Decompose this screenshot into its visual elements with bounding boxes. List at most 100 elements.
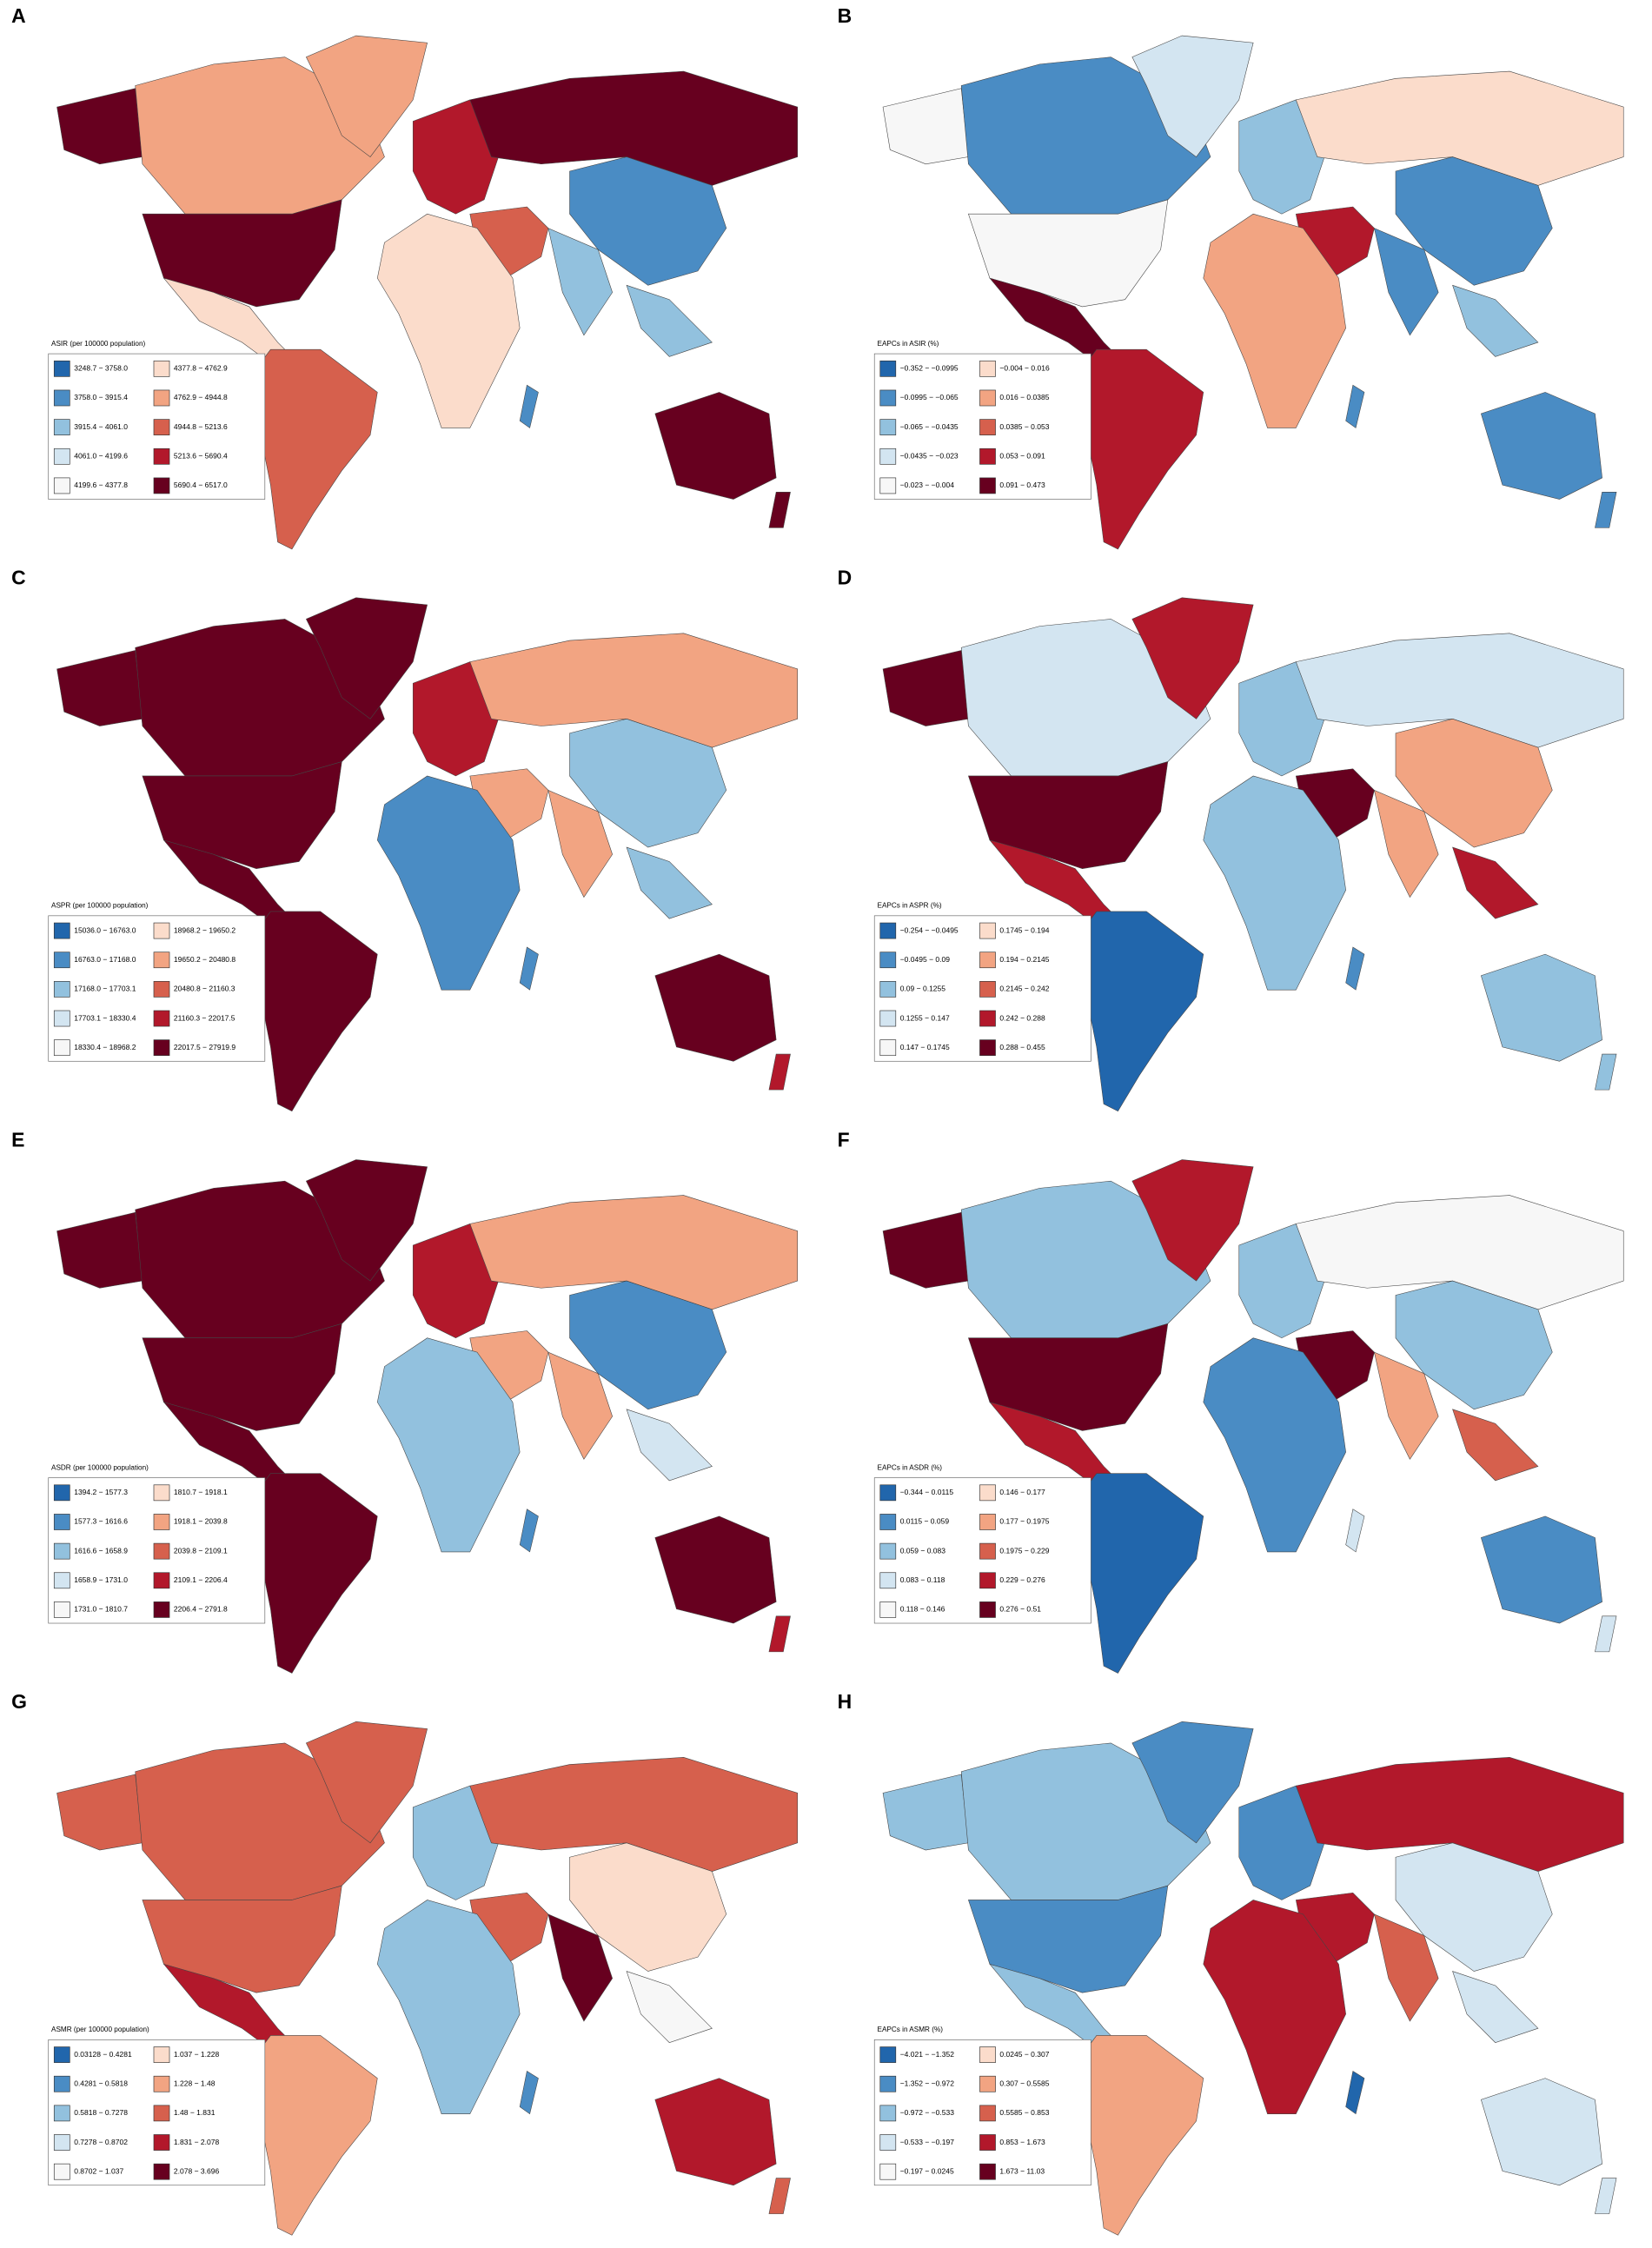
country-region bbox=[135, 1180, 385, 1339]
legend-swatch bbox=[879, 981, 897, 998]
legend-swatch bbox=[979, 2075, 996, 2092]
legend-swatch bbox=[979, 1010, 996, 1027]
legend-swatch bbox=[53, 1572, 70, 1589]
legend-label: 0.242 − 0.288 bbox=[999, 1013, 1045, 1022]
country-region bbox=[960, 1742, 1211, 1900]
country-region bbox=[768, 1615, 791, 1653]
legend-label: −0.065 − −0.0435 bbox=[900, 422, 959, 431]
country-region bbox=[1480, 1515, 1602, 1624]
legend-swatch bbox=[879, 2134, 897, 2151]
legend-title: EAPCs in ASDR (%) bbox=[877, 1463, 942, 1471]
legend-label: 2.078 − 3.696 bbox=[174, 2166, 220, 2175]
legend-swatch bbox=[53, 389, 70, 407]
legend-label: 0.118 − 0.146 bbox=[900, 1605, 945, 1614]
legend-label: 0.147 − 0.1745 bbox=[900, 1043, 950, 1051]
legend-label: 0.2145 − 0.242 bbox=[999, 985, 1049, 993]
legend-swatch bbox=[879, 2163, 897, 2180]
country-region bbox=[1452, 846, 1539, 919]
legend-swatch bbox=[979, 1039, 996, 1057]
legend-label: 0.03128 − 0.4281 bbox=[74, 2050, 132, 2059]
legend-swatch bbox=[153, 2163, 170, 2180]
legend-swatch bbox=[53, 922, 70, 939]
legend-label: 1.228 − 1.48 bbox=[174, 2079, 216, 2087]
legend-swatch bbox=[153, 477, 170, 494]
country-region bbox=[1374, 789, 1439, 899]
legend-swatch bbox=[53, 1010, 70, 1027]
country-region bbox=[1395, 156, 1553, 286]
country-region bbox=[626, 846, 713, 919]
legend-swatch bbox=[879, 1572, 897, 1589]
legend-swatch bbox=[979, 952, 996, 969]
legend-label: 1.48 − 1.831 bbox=[174, 2108, 216, 2117]
legend-label: 15036.0 − 16763.0 bbox=[74, 925, 136, 934]
legend-label: 0.0245 − 0.307 bbox=[999, 2050, 1049, 2059]
legend-label: 2039.8 − 2109.1 bbox=[174, 1546, 228, 1555]
legend-label: 1.037 − 1.228 bbox=[174, 2050, 220, 2059]
legend-label: 1.673 − 11.03 bbox=[999, 2166, 1045, 2175]
legend-label: 0.1255 − 0.147 bbox=[900, 1013, 950, 1022]
country-region bbox=[249, 348, 378, 550]
country-region bbox=[768, 1053, 791, 1091]
legend-swatch bbox=[879, 1542, 897, 1560]
legend-label: 0.5585 − 0.853 bbox=[999, 2108, 1049, 2117]
country-region bbox=[654, 392, 777, 500]
country-region bbox=[1395, 1280, 1553, 1410]
legend-swatch bbox=[979, 981, 996, 998]
country-region bbox=[305, 1721, 428, 1844]
legend-swatch bbox=[879, 952, 897, 969]
legend-swatch bbox=[53, 1039, 70, 1057]
legend-swatch bbox=[53, 981, 70, 998]
legend-label: 1577.3 − 1616.6 bbox=[74, 1517, 128, 1526]
panel-label: D bbox=[838, 566, 853, 588]
legend-label: 18968.2 − 19650.2 bbox=[174, 925, 236, 934]
country-region bbox=[135, 1742, 385, 1900]
legend-label: 0.053 − 0.091 bbox=[999, 452, 1045, 461]
legend-label: 22017.5 − 27919.9 bbox=[174, 1043, 236, 1051]
country-region bbox=[1295, 633, 1624, 748]
country-region bbox=[1374, 1351, 1439, 1460]
country-region bbox=[376, 775, 521, 991]
legend-label: 19650.2 − 20480.8 bbox=[174, 955, 236, 964]
legend-swatch bbox=[979, 419, 996, 435]
country-region bbox=[1074, 2035, 1204, 2236]
country-region bbox=[1345, 1509, 1365, 1553]
country-region bbox=[305, 35, 428, 157]
country-region bbox=[1395, 1842, 1553, 1972]
country-region bbox=[1595, 2178, 1617, 2214]
country-region bbox=[1131, 1159, 1254, 1282]
country-region bbox=[1374, 1913, 1439, 2022]
legend-swatch bbox=[979, 1542, 996, 1560]
legend-label: 0.853 − 1.673 bbox=[999, 2138, 1045, 2146]
country-region bbox=[1203, 775, 1346, 991]
legend-label: 0.194 − 0.2145 bbox=[999, 955, 1049, 964]
legend-swatch bbox=[879, 419, 897, 435]
country-region bbox=[469, 70, 799, 186]
legend-label: 0.276 − 0.51 bbox=[999, 1605, 1041, 1614]
country-region bbox=[882, 1774, 969, 1851]
country-region bbox=[135, 619, 385, 777]
panel-label: G bbox=[11, 1690, 27, 1713]
legend-swatch bbox=[153, 2105, 170, 2122]
panel-label: E bbox=[11, 1128, 24, 1151]
legend-label: 3248.7 − 3758.0 bbox=[74, 364, 128, 373]
legend-swatch bbox=[153, 1010, 170, 1027]
country-region bbox=[882, 1211, 969, 1289]
legend-label: 1.831 − 2.078 bbox=[174, 2138, 220, 2146]
legend-label: 20480.8 − 21160.3 bbox=[174, 985, 236, 993]
legend-title: EAPCs in ASIR (%) bbox=[877, 340, 939, 348]
legend-label: −0.0995 − −0.065 bbox=[900, 393, 959, 401]
legend-label: 3758.0 − 3915.4 bbox=[74, 393, 128, 401]
legend-swatch bbox=[53, 2046, 70, 2063]
legend-swatch bbox=[879, 477, 897, 494]
country-region bbox=[768, 492, 791, 528]
legend-swatch bbox=[879, 1514, 897, 1530]
legend-label: 0.146 − 0.177 bbox=[999, 1488, 1045, 1496]
country-region bbox=[1395, 719, 1553, 848]
map-panel: F EAPCs in ASDR (%) −0.344 − 0.0115 0.0115 … bbox=[838, 1128, 1624, 1674]
country-region bbox=[305, 597, 428, 719]
legend-swatch bbox=[979, 1514, 996, 1530]
legend-swatch bbox=[53, 419, 70, 435]
country-region bbox=[376, 213, 521, 428]
